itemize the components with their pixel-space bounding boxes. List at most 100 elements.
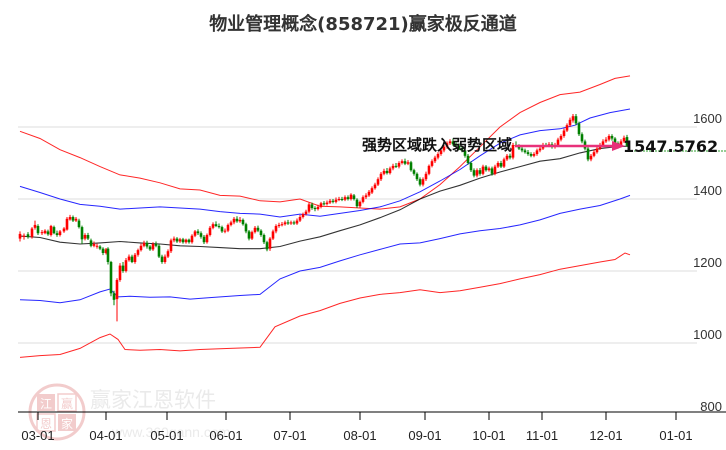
candle-up bbox=[595, 148, 599, 153]
x-axis: 03-01 04-01 05-01 06-01 07-01 08-01 09-01 10-01… bbox=[21, 412, 693, 443]
candle-up bbox=[604, 139, 608, 142]
x-tick-label: 11-01 bbox=[526, 428, 558, 443]
candle-down bbox=[454, 144, 458, 146]
lower-inner-band bbox=[19, 194, 631, 304]
candle-down bbox=[580, 134, 584, 142]
candle-up bbox=[253, 227, 257, 233]
candle-up bbox=[151, 244, 155, 250]
candle-down bbox=[469, 163, 473, 171]
candle-down bbox=[466, 155, 470, 163]
candle-up bbox=[427, 165, 431, 174]
candle-up bbox=[559, 136, 563, 140]
candle-down bbox=[331, 200, 335, 202]
candle-down bbox=[625, 137, 629, 146]
x-tick-label: 06-01 bbox=[209, 428, 242, 443]
candle-up bbox=[136, 250, 140, 255]
candle-down bbox=[262, 235, 266, 243]
candle-down bbox=[52, 227, 56, 234]
candle-down bbox=[26, 234, 30, 237]
candle-up bbox=[433, 157, 437, 162]
candle-up bbox=[376, 179, 380, 185]
candle-up bbox=[622, 137, 626, 142]
candle-up bbox=[568, 119, 572, 126]
candle-up bbox=[124, 260, 128, 271]
candle-down bbox=[520, 148, 524, 151]
candle-up bbox=[33, 224, 37, 228]
candle-up bbox=[226, 224, 230, 231]
candle-up bbox=[232, 218, 236, 223]
candle-up bbox=[92, 244, 96, 246]
logo-char-4: 家 bbox=[61, 416, 73, 431]
watermark-brand: 赢家江恩软件 bbox=[90, 388, 216, 412]
candle-down bbox=[394, 165, 398, 167]
candle-up bbox=[83, 235, 87, 239]
candle-up bbox=[142, 242, 146, 246]
candle-down bbox=[86, 235, 90, 239]
candle-up bbox=[535, 150, 539, 154]
candle-up bbox=[184, 239, 188, 243]
candle-down bbox=[574, 116, 578, 124]
candle-up bbox=[424, 173, 428, 180]
candle-down bbox=[130, 256, 134, 262]
annotation-text: 强势区域跌入弱势区域 bbox=[362, 136, 512, 154]
x-tick-label: 10-01 bbox=[472, 428, 505, 443]
candle-down bbox=[55, 233, 59, 235]
candle-down bbox=[313, 208, 317, 210]
candle-down bbox=[352, 195, 356, 199]
candle-up bbox=[301, 214, 305, 217]
candle-up bbox=[127, 256, 131, 261]
y-tick-label: 1000 bbox=[693, 327, 722, 342]
candle-up bbox=[589, 155, 593, 160]
candle-up bbox=[496, 163, 500, 167]
candle-up bbox=[139, 245, 143, 251]
candle-down bbox=[244, 224, 248, 232]
candle-down bbox=[154, 244, 158, 246]
candle-up bbox=[118, 265, 122, 280]
candle-up bbox=[304, 211, 308, 215]
y-tick-label: 800 bbox=[700, 399, 722, 414]
candle-up bbox=[397, 163, 401, 167]
candle-down bbox=[98, 246, 102, 249]
candle-down bbox=[409, 162, 413, 171]
candle-up bbox=[400, 161, 404, 163]
middle-line bbox=[19, 145, 631, 250]
candle-down bbox=[157, 245, 161, 257]
candle-up bbox=[298, 217, 302, 221]
candle-up bbox=[18, 233, 22, 239]
candle-up bbox=[481, 166, 485, 174]
x-tick-label: 08-01 bbox=[343, 428, 376, 443]
candle-up bbox=[562, 130, 566, 136]
candle-up bbox=[193, 231, 197, 236]
candle-down bbox=[460, 148, 464, 151]
candle-down bbox=[472, 170, 476, 176]
candle-up bbox=[538, 148, 542, 151]
candle-down bbox=[577, 123, 581, 135]
y-tick-label: 1200 bbox=[693, 255, 722, 270]
candle-up bbox=[74, 218, 78, 221]
candle-down bbox=[610, 136, 614, 139]
candle-down bbox=[175, 238, 179, 242]
candle-up bbox=[343, 197, 347, 200]
candle-up bbox=[430, 161, 434, 166]
candle-down bbox=[199, 233, 203, 237]
candle-up bbox=[421, 179, 425, 185]
candle-down bbox=[89, 240, 93, 246]
candle-up bbox=[475, 170, 479, 176]
candle-up bbox=[172, 238, 176, 241]
candle-down bbox=[46, 231, 50, 235]
candle-down bbox=[241, 219, 245, 225]
candle-up bbox=[68, 217, 72, 220]
candle-down bbox=[523, 150, 527, 153]
candle-up bbox=[283, 222, 287, 225]
candle-up bbox=[337, 199, 341, 200]
candle-down bbox=[220, 227, 224, 232]
candle-up bbox=[58, 231, 62, 235]
candle-down bbox=[247, 231, 251, 239]
candle-down bbox=[121, 265, 125, 271]
candle-up bbox=[349, 194, 353, 199]
candle-up bbox=[95, 245, 99, 247]
x-tick-label: 05-01 bbox=[150, 428, 183, 443]
candle-up bbox=[295, 220, 299, 224]
candle-up bbox=[439, 150, 443, 154]
x-tick-label: 12-01 bbox=[589, 428, 622, 443]
